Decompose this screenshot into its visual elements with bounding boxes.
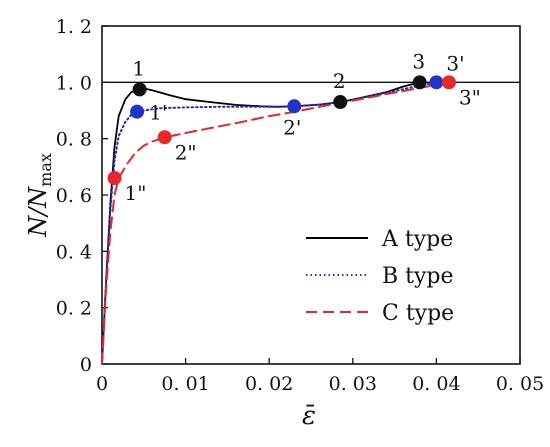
legend-label: B type [382, 264, 454, 289]
x-tick-label: 0 [96, 373, 108, 395]
x-tick-label: 0. 05 [496, 373, 544, 395]
x-tick-label: 0. 02 [245, 373, 293, 395]
point-label: 2 [333, 69, 346, 93]
point-label: 3 [412, 49, 425, 73]
point-marker [441, 75, 456, 90]
point-marker [157, 130, 172, 145]
y-tick-label: 0 [80, 354, 92, 376]
legend-label: C type [382, 301, 454, 326]
point-label: 3" [459, 85, 481, 109]
point-marker [412, 75, 427, 90]
axis-labels: N/Nmax ε̄ [24, 153, 316, 431]
y-tick-label: 0. 8 [56, 129, 92, 151]
x-tick-label: 0. 01 [161, 373, 209, 395]
y-tick-label: 0. 2 [56, 298, 92, 320]
x-tick-label: 0. 03 [329, 373, 377, 395]
point-label: 1" [125, 181, 147, 205]
plot-frame [101, 25, 521, 365]
point-marker [130, 104, 145, 119]
x-tick-label: 0. 04 [412, 373, 460, 395]
point-marker [132, 82, 147, 97]
point-marker [333, 95, 348, 110]
point-label: 2' [283, 115, 301, 139]
point-marker [287, 99, 302, 114]
y-tick-label: 0. 6 [56, 185, 92, 207]
x-axis-label: ε̄ [302, 401, 316, 431]
series-line-a-type [101, 81, 421, 365]
tick-labels: 0 0. 2 0. 4 0. 6 0. 8 1. 0 1. 2 0 0. 01 0. 02 0. 0… [56, 16, 544, 395]
point-markers: 1 2 3 1' 2' 3' 1" 2" 3" [107, 49, 481, 205]
point-marker [429, 75, 444, 90]
point-label: 3' [446, 51, 464, 75]
point-label: 1 [132, 56, 145, 80]
y-tick-label: 1. 2 [56, 16, 92, 38]
legend: A type B type C type [306, 227, 454, 326]
y-tick-label: 0. 4 [56, 241, 92, 263]
point-label: 1' [149, 101, 167, 125]
point-marker [107, 171, 122, 186]
legend-label: A type [381, 227, 453, 252]
y-axis-label: N/Nmax [24, 153, 55, 238]
y-tick-label: 1. 0 [56, 72, 92, 94]
point-label: 2" [175, 140, 197, 164]
axes [101, 25, 521, 365]
